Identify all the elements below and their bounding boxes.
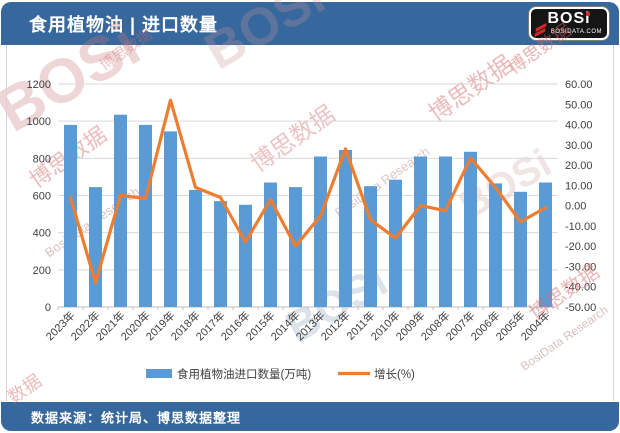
bar-2012年 xyxy=(339,150,352,307)
footer-bar: 数据来源：统计局、博思数据整理 xyxy=(1,402,619,431)
bosi-logo: BOSi BOSIDATA.COM xyxy=(529,7,609,40)
left-axis-tick: 200 xyxy=(33,265,51,277)
bar-2008年 xyxy=(439,156,452,307)
bar-2022年 xyxy=(89,187,102,307)
right-axis-tick: -20.00 xyxy=(565,241,596,253)
right-axis-tick: 0.00 xyxy=(565,201,586,213)
data-source-text: 数据来源：统计局、博思数据整理 xyxy=(31,410,242,425)
right-axis-tick: 50.00 xyxy=(565,99,593,111)
bar-2011年 xyxy=(364,186,377,307)
bar-2010年 xyxy=(389,179,402,307)
bar-2004年 xyxy=(539,182,552,307)
right-axis-tick: 10.00 xyxy=(565,180,593,192)
right-axis-tick: -50.00 xyxy=(565,302,596,314)
left-axis-tick: 0 xyxy=(45,302,51,314)
bar-2020年 xyxy=(139,124,152,308)
bar-2021年 xyxy=(114,114,127,307)
combo-chart: 1200 1000 800 600 400 200 0 60.00 50.00 40.00 30.0… xyxy=(27,79,597,381)
chart-panel: 1200 1000 800 600 400 200 0 60.00 50.00 40.00 30.0… xyxy=(6,45,614,401)
left-axis-tick: 800 xyxy=(33,153,51,165)
bar-2018年 xyxy=(189,189,202,307)
bar-2009年 xyxy=(414,156,427,307)
right-axis-tick: 20.00 xyxy=(565,160,593,172)
growth-line xyxy=(68,98,548,285)
left-axis-tick: 1000 xyxy=(27,116,51,128)
logo-subtext: BOSIDATA.COM xyxy=(550,29,602,35)
page-title: 食用植物油 | 进口数量 xyxy=(29,14,219,35)
bar-2005年 xyxy=(514,191,527,307)
legend-label-line: 增长(%) xyxy=(374,367,415,381)
bar-2016年 xyxy=(239,204,252,307)
header-bar: 食用植物油 | 进口数量 BOSi BOSIDATA.COM xyxy=(1,2,619,45)
bar-2023年 xyxy=(64,124,77,308)
bar-2006年 xyxy=(489,183,502,307)
bar-2013年 xyxy=(314,156,327,307)
left-axis-tick: 600 xyxy=(33,191,51,203)
right-axis-tick: -40.00 xyxy=(565,282,596,294)
bar-2007年 xyxy=(464,151,477,307)
left-axis-tick: 1200 xyxy=(27,79,51,91)
right-axis-tick: 40.00 xyxy=(565,120,593,132)
right-axis-tick: 60.00 xyxy=(565,79,593,91)
legend-label-bars: 食用植物油进口数量(万吨) xyxy=(177,367,311,381)
legend-swatch-bars xyxy=(146,369,172,378)
bar-2019年 xyxy=(164,131,177,307)
right-axis-tick: -30.00 xyxy=(565,261,596,273)
left-axis-tick: 400 xyxy=(33,228,51,240)
bar-2015年 xyxy=(264,182,277,307)
logo-text: BOSi xyxy=(547,10,591,27)
right-axis-tick: 30.00 xyxy=(565,140,593,152)
bar-2017年 xyxy=(214,201,227,307)
logo-i-dot-icon xyxy=(586,12,590,16)
right-axis-tick: -10.00 xyxy=(565,221,596,233)
